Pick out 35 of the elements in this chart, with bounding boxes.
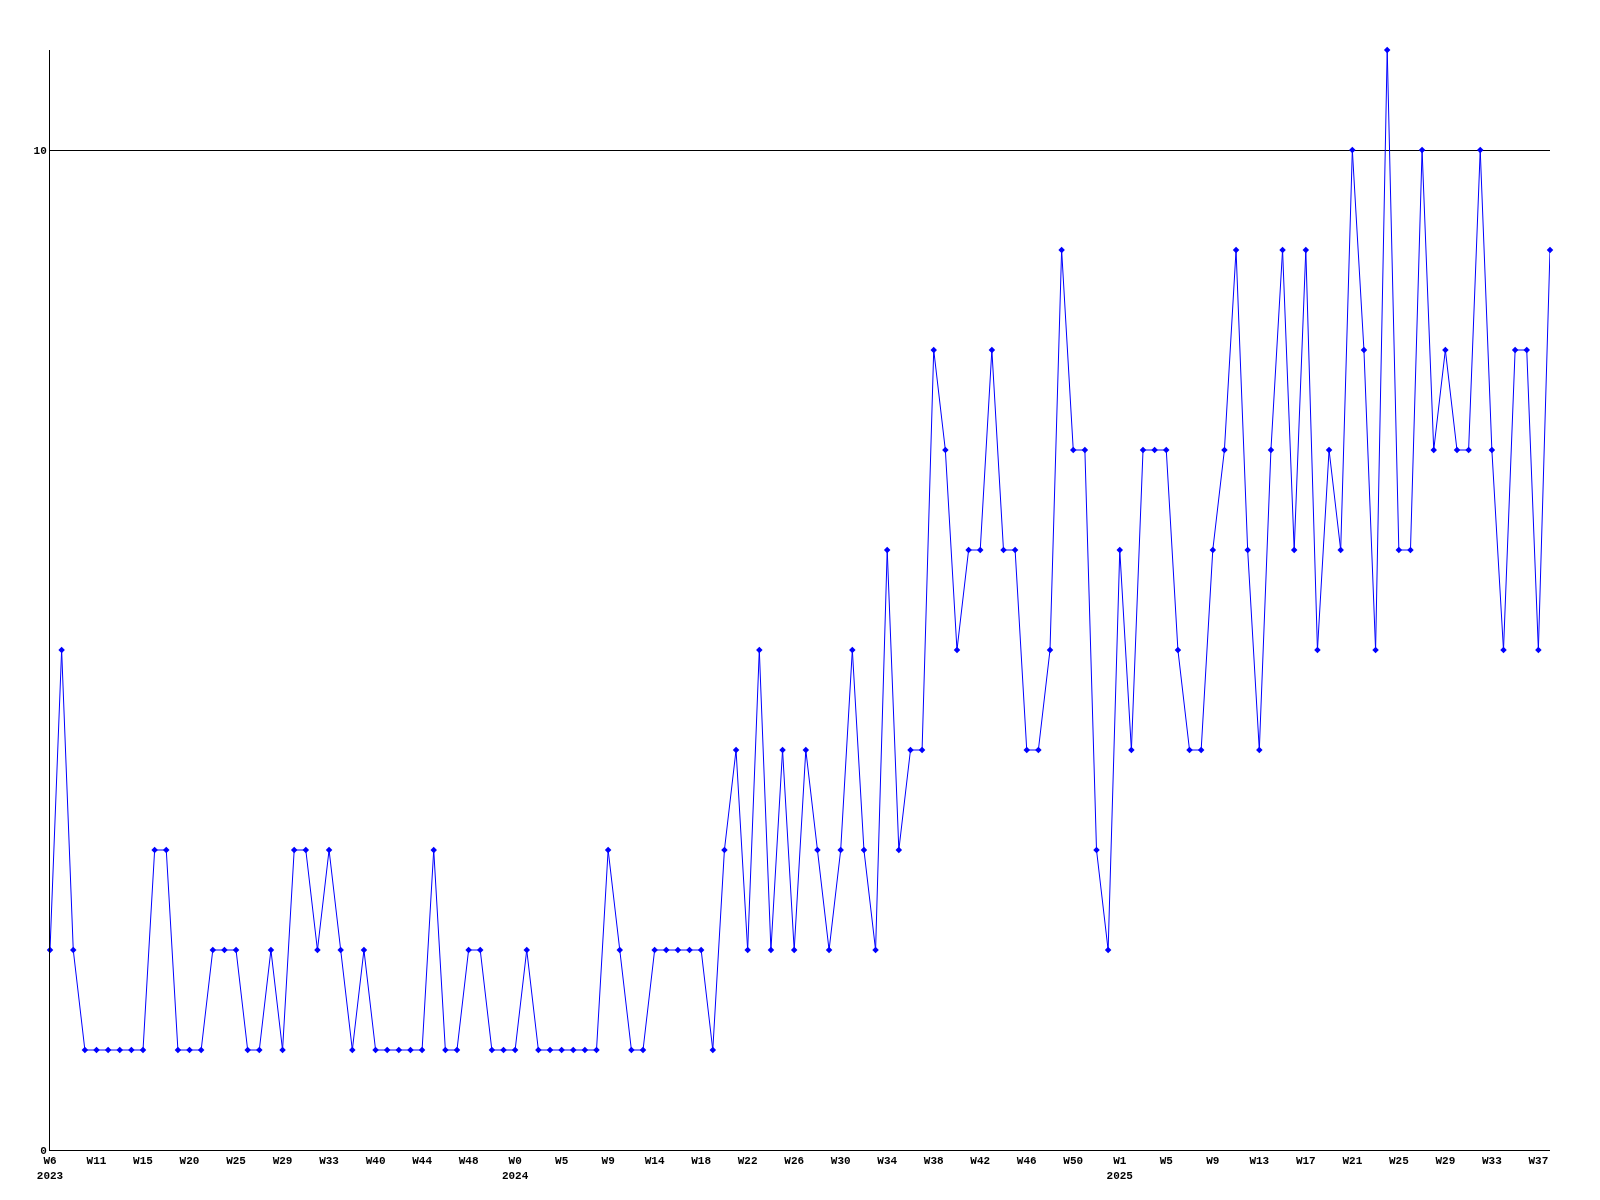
x-tick-label: W14 [644, 1155, 665, 1168]
x-tick-label: W1 2025 [1106, 1155, 1134, 1182]
x-tick-label: W40 [365, 1155, 386, 1168]
x-tick-label: W30 [830, 1155, 851, 1168]
x-tick-label: W21 [1342, 1155, 1363, 1168]
x-tick-label: W5 [555, 1155, 569, 1168]
x-tick-label: W25 [1388, 1155, 1410, 1168]
x-tick-label: W20 [179, 1155, 200, 1168]
x-tick-label: W44 [412, 1155, 433, 1168]
x-tick-label: W29 [272, 1155, 293, 1168]
y-tick-label: 0 [40, 1144, 47, 1157]
x-tick-label: W26 [784, 1155, 805, 1168]
x-tick-label: W33 [1481, 1155, 1503, 1168]
y-tick-label: 10 [33, 144, 47, 157]
x-tick-label: W46 [1016, 1155, 1037, 1168]
x-tick-label: W15 [133, 1155, 154, 1168]
x-tick-label: W22 [737, 1155, 758, 1168]
x-tick-label: W0 2024 [501, 1155, 529, 1182]
x-tick-label: W5 [1159, 1155, 1174, 1168]
x-tick-label: W17 [1295, 1155, 1316, 1168]
x-tick-label: W25 [226, 1155, 247, 1168]
x-tick-label: W29 [1435, 1155, 1456, 1168]
x-tick-label: W18 [691, 1155, 712, 1168]
x-tick-label: W11 [86, 1155, 107, 1168]
x-tick-label: W50 [1063, 1155, 1084, 1168]
x-tick-label: W33 [319, 1155, 340, 1168]
x-tick-label: W37 [1528, 1155, 1549, 1168]
x-tick-label: W34 [877, 1155, 898, 1168]
x-tick-label: W9 [601, 1155, 615, 1168]
x-tick-label: W13 [1249, 1155, 1270, 1168]
x-tick-label: W38 [923, 1155, 945, 1168]
x-tick-label: W42 [970, 1155, 991, 1168]
x-tick-label: W6 2023 [36, 1155, 64, 1182]
x-tick-label: W9 [1206, 1155, 1220, 1168]
x-tick-label: W48 [458, 1155, 479, 1168]
